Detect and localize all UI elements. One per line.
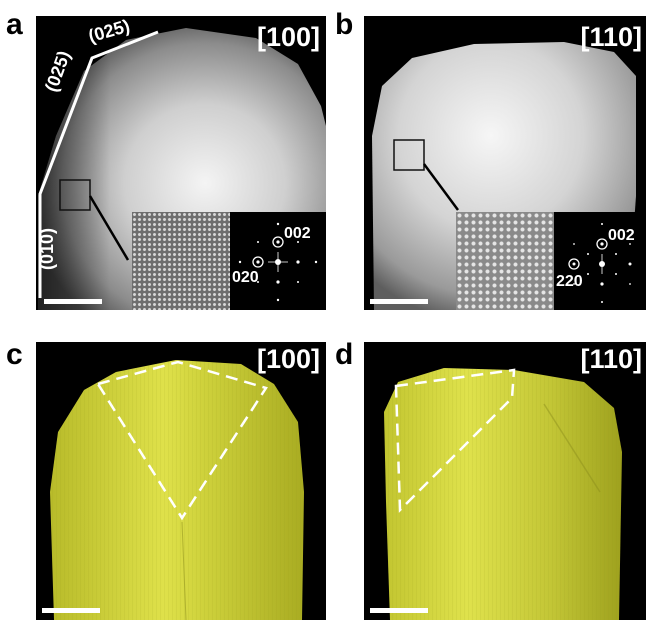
fft-spot-label-002-b: 002: [608, 227, 635, 244]
panel-d-render-graphic: [384, 368, 622, 620]
panel-b-haadf-image: [110] 002 220: [364, 16, 646, 310]
facet-label-010: (010): [37, 227, 58, 271]
fft-spot-label-220-b: 220: [556, 273, 583, 290]
fft-spot-label-020-a: 020: [232, 269, 259, 286]
panel-c-3d-reconstruction: [100]: [36, 342, 326, 620]
panel-d-3d-reconstruction: [110]: [364, 342, 646, 620]
panel-letter-b: b: [335, 8, 354, 41]
fft-spot-label-002-a: 002: [284, 225, 311, 242]
panel-letter-a: a: [6, 8, 23, 41]
panel-letter-c: c: [6, 338, 23, 371]
zone-axis-label-b: [110]: [580, 22, 642, 52]
panel-letter-d: d: [335, 338, 354, 371]
zone-axis-label-d: [110]: [580, 344, 642, 374]
zone-axis-label-c: [100]: [256, 344, 320, 374]
scale-bar-c: [42, 608, 100, 613]
panel-a-haadf-image: [100] (025) (025) (010) 002 020: [36, 16, 326, 310]
scale-bar-b: [370, 299, 428, 304]
zone-axis-label-a: [100]: [256, 22, 320, 52]
scale-bar-a: [44, 299, 102, 304]
fft-inset-b: 002 220: [554, 212, 646, 310]
atomic-resolution-inset-b: [456, 212, 554, 310]
panel-c-render-graphic: [50, 360, 304, 620]
fft-inset-a: 002 020: [230, 212, 326, 310]
atomic-resolution-inset-a: [132, 212, 230, 310]
scale-bar-d: [370, 608, 428, 613]
